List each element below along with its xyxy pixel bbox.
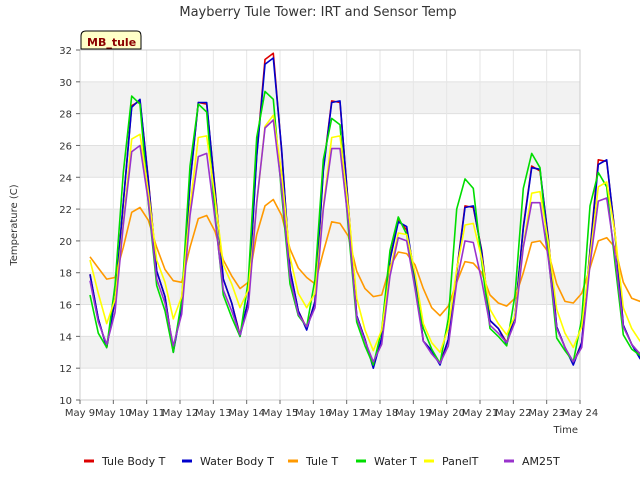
- legend-label: Tule Body T: [101, 455, 166, 468]
- x-axis-label: Time: [553, 425, 578, 436]
- x-tick-label: May 10: [95, 408, 132, 419]
- y-tick-label: 28: [59, 110, 72, 121]
- x-tick-label: May 11: [128, 408, 165, 419]
- x-tick-label: May 22: [495, 408, 532, 419]
- x-tick-label: May 24: [562, 408, 599, 419]
- x-tick-label: May 20: [428, 408, 465, 419]
- series-line-am25t: [89, 119, 640, 365]
- series-line-tule-t: [89, 198, 640, 317]
- legend-label: Water T: [374, 455, 417, 468]
- legend-label: Tule T: [305, 455, 338, 468]
- x-tick-label: May 14: [228, 408, 265, 419]
- y-tick-label: 20: [59, 237, 72, 248]
- x-tick-label: May 15: [262, 408, 299, 419]
- y-axis-ticks: 10 12 14 16 18 20 22 24 26 28 30 32: [59, 46, 80, 407]
- y-tick-label: 32: [59, 46, 72, 57]
- legend-label: Water Body T: [200, 455, 274, 468]
- x-tick-label: May 12: [162, 408, 199, 419]
- x-tick-label: May 16: [295, 408, 332, 419]
- site-badge-box: [80, 30, 142, 50]
- series-line-panelt: [89, 114, 640, 354]
- x-tick-label: May 23: [528, 408, 565, 419]
- x-tick-label: May 18: [362, 408, 399, 419]
- series-line-water-t: [89, 90, 640, 366]
- y-tick-label: 12: [59, 364, 72, 375]
- series-lines: [89, 52, 640, 370]
- x-tick-label: May 21: [462, 408, 499, 419]
- x-tick-label: May 19: [395, 408, 432, 419]
- site-badge-label: MB_tule: [87, 36, 136, 49]
- x-tick-label: May 9: [65, 408, 95, 419]
- y-tick-label: 22: [59, 205, 72, 216]
- legend-label: AM25T: [522, 455, 560, 468]
- y-tick-label: 30: [59, 78, 72, 89]
- chart-title: Mayberry Tule Tower: IRT and Sensor Temp: [179, 5, 456, 20]
- y-tick-label: 16: [59, 301, 72, 312]
- y-axis-label: Temperature (C): [9, 184, 20, 266]
- y-tick-label: 24: [59, 173, 72, 184]
- plot-band: [80, 336, 580, 369]
- y-tick-label: 18: [59, 269, 72, 280]
- x-tick-label: May 17: [328, 408, 365, 419]
- y-tick-label: 14: [59, 332, 72, 343]
- y-tick-label: 26: [59, 141, 72, 152]
- x-tick-label: May 13: [195, 408, 232, 419]
- site-badge: MB_tule: [80, 30, 142, 50]
- legend-label: PanelT: [442, 455, 479, 468]
- y-tick-label: 10: [59, 396, 72, 407]
- plot-frame: [79, 49, 581, 401]
- plot-band: [80, 272, 580, 305]
- legend: Tule Body T Water Body T Tule T Water T Pane…: [84, 455, 560, 468]
